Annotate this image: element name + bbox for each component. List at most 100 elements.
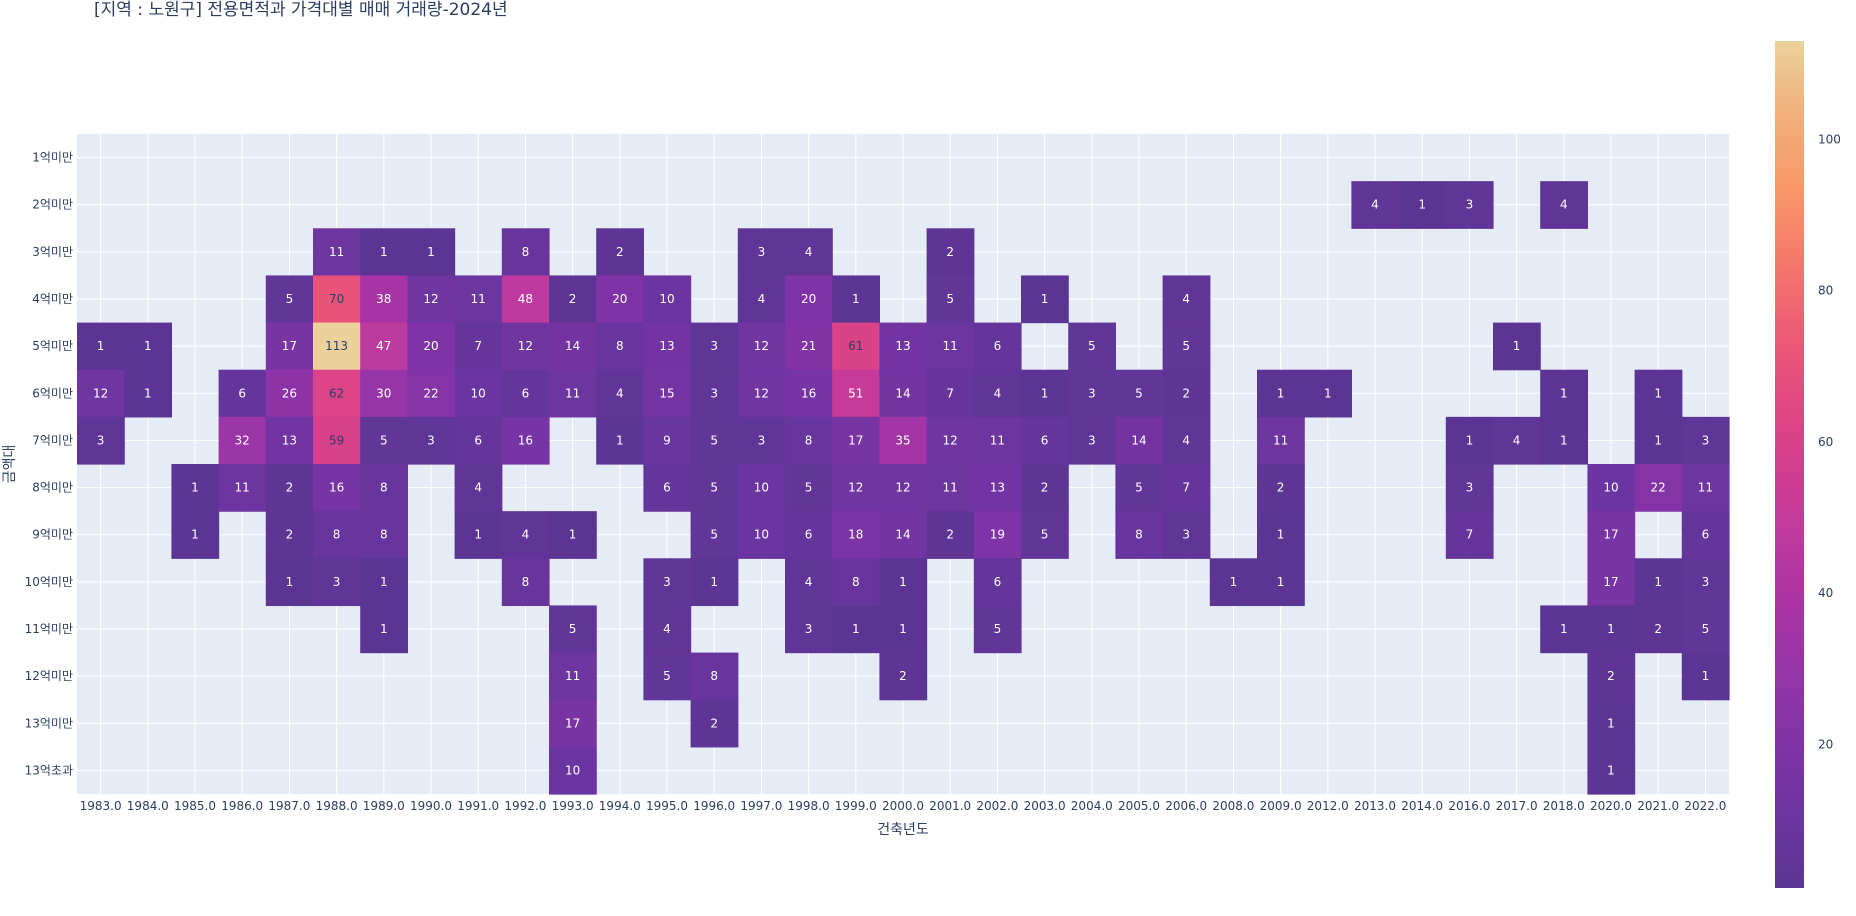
- x-tick-label: 2020.0: [1590, 799, 1632, 813]
- heatmap-cell: [1115, 369, 1164, 418]
- heatmap-cell: [1634, 605, 1683, 654]
- cell-label: 14: [1131, 433, 1146, 447]
- heatmap-cell: [1162, 511, 1211, 559]
- heatmap-cell: [1445, 464, 1494, 512]
- heatmap-cell: [643, 558, 692, 607]
- cell-label: 7: [946, 386, 954, 400]
- heatmap-cell: [454, 369, 503, 418]
- cell-label: 2: [1607, 669, 1615, 683]
- heatmap-cell: [501, 511, 550, 559]
- heatmap-cell: [832, 605, 880, 654]
- cell-label: 1: [899, 575, 907, 589]
- cell-label: 1: [1277, 528, 1285, 542]
- heatmap-cell: [879, 416, 928, 465]
- heatmap-cell: [454, 322, 503, 371]
- cell-label: 113: [325, 339, 348, 353]
- heatmap-cell: [77, 369, 125, 418]
- heatmap-cell: [1068, 369, 1116, 418]
- cell-label: 1: [1560, 622, 1568, 636]
- cell-label: 5: [1182, 339, 1190, 353]
- x-tick-label: 1987.0: [268, 799, 310, 813]
- heatmap-cell: [407, 322, 456, 371]
- heatmap-cell: [596, 228, 644, 277]
- heatmap-cell: [785, 416, 833, 465]
- y-tick-label: 2억미만: [32, 198, 73, 212]
- cell-label: 17: [1603, 528, 1618, 542]
- heatmap-cell: [973, 558, 1022, 607]
- colorbar-tick-label: 40: [1818, 586, 1833, 600]
- cell-label: 3: [1088, 433, 1096, 447]
- heatmap-cell: [973, 511, 1022, 559]
- cell-label: 6: [1041, 433, 1049, 447]
- heatmap-cell: [1021, 464, 1069, 512]
- heatmap-cell: [1493, 416, 1541, 465]
- cell-label: 4: [1182, 433, 1190, 447]
- heatmap-cell: [501, 558, 550, 607]
- heatmap-cell: [1304, 369, 1352, 418]
- cell-label: 4: [474, 481, 482, 495]
- y-tick-label: 10억미만: [25, 575, 73, 589]
- heatmap-cell: [549, 699, 597, 748]
- heatmap-cell: [549, 652, 597, 701]
- heatmap-cell: [1021, 416, 1069, 465]
- heatmap-cell: [832, 275, 880, 324]
- heatmap-cell: [1115, 464, 1164, 512]
- cell-label: 4: [1182, 292, 1190, 306]
- heatmap-cell: [690, 558, 739, 607]
- cell-label: 1: [1654, 575, 1662, 589]
- x-tick-label: 2016.0: [1448, 799, 1490, 813]
- cell-label: 4: [805, 245, 813, 259]
- heatmap-cell: [1634, 416, 1683, 465]
- colorbar-ticks: 100 80 60 40 20: [1818, 132, 1841, 751]
- cell-label: 14: [895, 386, 910, 400]
- heatmap-cell: [832, 511, 880, 559]
- x-tick-label: 1985.0: [174, 799, 216, 813]
- heatmap-cell: [737, 322, 786, 371]
- cell-label: 2: [946, 245, 954, 259]
- heatmap-cell: [1681, 558, 1730, 607]
- cell-label: 21: [801, 339, 816, 353]
- heatmap-cell: [1540, 416, 1588, 465]
- cell-label: 2: [569, 292, 577, 306]
- heatmap-cell: [549, 369, 597, 418]
- heatmap-cell: [643, 464, 692, 512]
- heatmap-cell: [1587, 652, 1636, 701]
- heatmap-cell: [1587, 558, 1636, 607]
- heatmap-cell: [690, 369, 739, 418]
- cell-label: 10: [659, 292, 674, 306]
- cell-label: 61: [848, 339, 863, 353]
- cell-label: 11: [565, 386, 580, 400]
- cell-label: 4: [805, 575, 813, 589]
- heatmap-cell: [879, 369, 928, 418]
- heatmap-cell: [1445, 181, 1494, 229]
- heatmap-cell: [973, 464, 1022, 512]
- cell-label: 30: [376, 386, 391, 400]
- x-tick-label: 2013.0: [1354, 799, 1396, 813]
- heatmap-cell: [1681, 416, 1730, 465]
- cell-label: 17: [848, 433, 863, 447]
- heatmap-cell: [690, 464, 739, 512]
- heatmap-cell: [313, 322, 361, 371]
- heatmap-cell: [737, 228, 786, 277]
- cell-label: 13: [990, 481, 1005, 495]
- cell-label: 11: [471, 292, 486, 306]
- cell-label: 12: [423, 292, 438, 306]
- cell-label: 1: [474, 528, 482, 542]
- cell-label: 2: [946, 528, 954, 542]
- x-tick-label: 2014.0: [1401, 799, 1443, 813]
- y-axis-ticks: 1억미만 2억미만 3억미만 4억미만 5억미만 6억미만 7억미만 8억미만 9억미만 10억미…: [25, 151, 73, 778]
- cell-label: 8: [333, 528, 341, 542]
- cell-label: 6: [805, 528, 813, 542]
- heatmap-cell: [549, 275, 597, 324]
- x-tick-label: 2005.0: [1118, 799, 1160, 813]
- colorbar: [1775, 41, 1804, 888]
- heatmap-cell: [360, 511, 408, 559]
- heatmap-cell: [879, 464, 928, 512]
- x-axis-ticks: 1983.0 1984.0 1985.0 1986.0 1987.0 1988.0 1989…: [80, 799, 1727, 813]
- cell-label: 10: [754, 481, 769, 495]
- heatmap-cell: [879, 322, 928, 371]
- cell-label: 3: [805, 622, 813, 636]
- cell-label: 51: [848, 386, 863, 400]
- heatmap-cell: [785, 464, 833, 512]
- cell-label: 5: [710, 528, 718, 542]
